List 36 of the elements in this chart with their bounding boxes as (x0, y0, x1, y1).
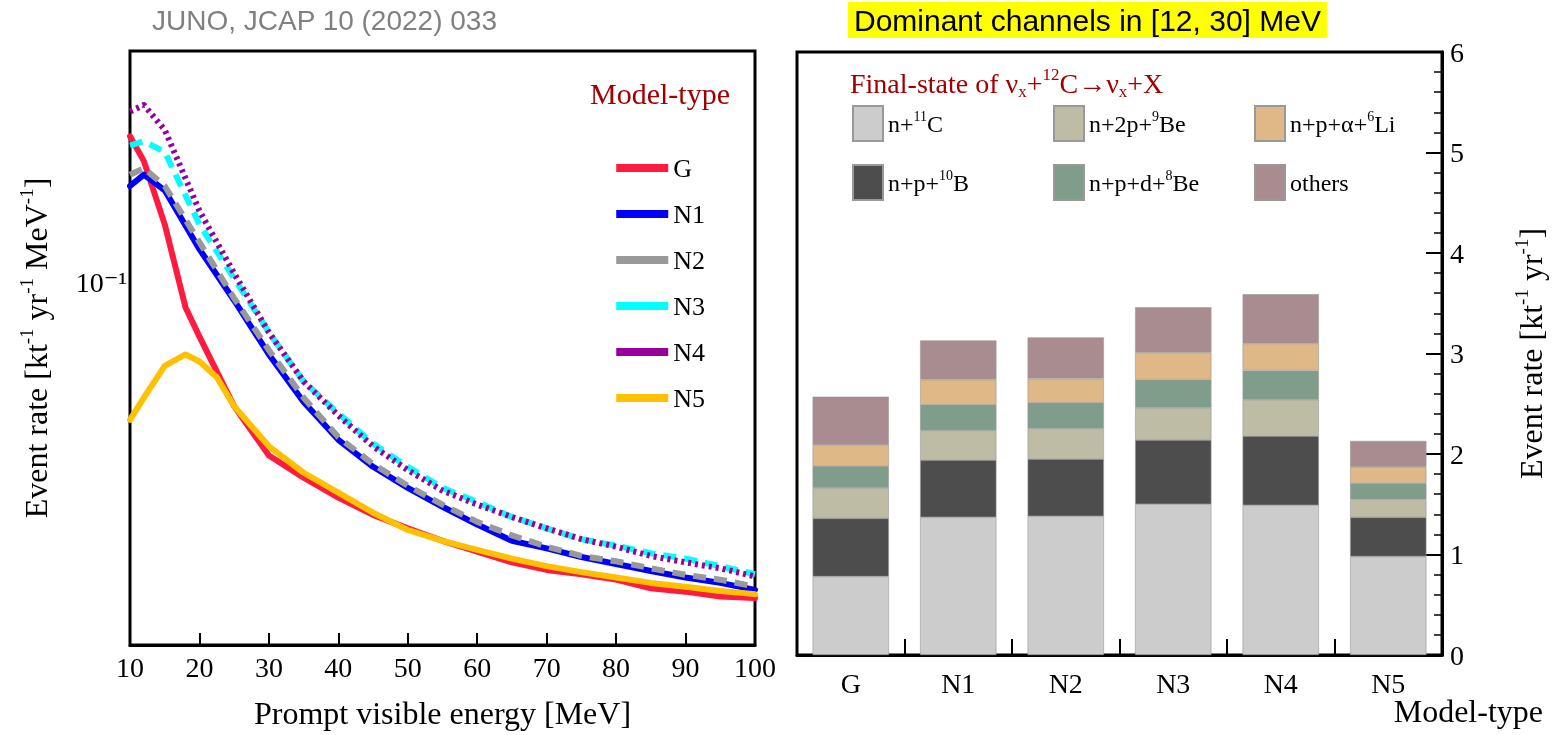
x-tick-label: 100 (734, 651, 776, 683)
x-tick-label: 50 (393, 651, 422, 683)
y-tick-label: 5 (1450, 137, 1464, 168)
y-axis-title: Event rate [kt-1 yr-1] (1511, 227, 1549, 480)
x-tick-label: G (840, 667, 861, 699)
y-tick-label: 4 (1450, 237, 1464, 269)
x-tick-label: 40 (324, 651, 353, 683)
chart-title: Dominant channels in [12, 30] MeV (854, 3, 1321, 37)
x-axis-title: Prompt visible energy [MeV] (253, 695, 632, 731)
y-tick-label: 1 (1450, 539, 1464, 570)
x-tick-label: 30 (254, 651, 283, 683)
x-tick-label: N2 (1048, 667, 1083, 699)
text: JUNO, JCAP 10 (2022) 033 (152, 4, 497, 36)
legend-label: N5 (673, 383, 705, 413)
legend-label: N1 (673, 199, 705, 229)
y-tick-label: 6 (1450, 36, 1464, 68)
y-tick-label: 2 (1450, 438, 1464, 470)
x-tick-label: N1 (941, 667, 976, 699)
legend-label: others (1290, 169, 1349, 196)
text: 10⁻¹ (75, 266, 128, 298)
x-tick-label: N3 (1156, 667, 1191, 699)
y-tick-label: 3 (1450, 338, 1464, 369)
y-tick-label: 0 (1450, 639, 1464, 671)
legend-label: N4 (673, 337, 705, 367)
legend-label: N2 (673, 245, 705, 275)
y-axis-title: Event rate [kt-1 yr-1 MeV-1] (16, 177, 54, 519)
x-tick-label: N4 (1263, 667, 1298, 699)
legend-title: Model-type (590, 76, 730, 110)
x-tick-label: 20 (185, 651, 214, 683)
x-tick-label: 70 (532, 651, 561, 683)
x-tick-label: 80 (602, 651, 631, 683)
x-tick-label: 10 (116, 651, 144, 683)
x-tick-label: 60 (463, 651, 492, 683)
legend-label: N3 (673, 291, 705, 321)
x-tick-label: 90 (671, 651, 700, 683)
legend-label: G (673, 153, 692, 183)
